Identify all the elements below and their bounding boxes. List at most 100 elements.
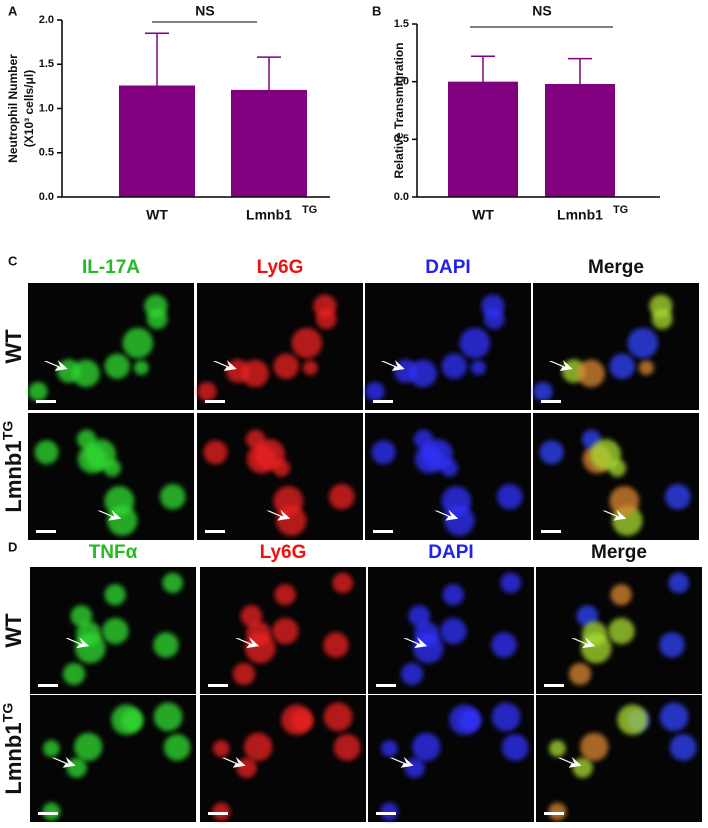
scale-bar: [541, 530, 561, 533]
scale-bar: [208, 812, 228, 815]
cell: [163, 734, 191, 761]
cell: [470, 360, 486, 376]
arrow: [266, 509, 291, 521]
arrow: [403, 637, 428, 649]
arrow: [65, 637, 90, 649]
cell: [412, 732, 441, 762]
x-tick-label: WT: [146, 207, 168, 223]
cell: [627, 327, 659, 359]
arrow: [43, 360, 68, 372]
scale-bar: [36, 400, 56, 403]
micrograph: [28, 283, 194, 410]
micrograph: [197, 413, 363, 540]
column-header: Merge: [591, 542, 647, 563]
y-tick-label: 0.5: [39, 147, 54, 159]
cell: [580, 732, 609, 762]
row-label-superscript: TG: [0, 703, 16, 723]
micrograph-bg: [28, 283, 194, 410]
cell: [409, 359, 437, 388]
arrow: [571, 637, 596, 649]
y-tick-label: 1.5: [39, 58, 54, 70]
y-tick-label: 0.5: [394, 133, 409, 145]
column-header: Ly6G: [257, 257, 304, 278]
cell: [496, 483, 523, 510]
cell: [273, 353, 299, 379]
cell: [649, 294, 673, 318]
cell: [203, 440, 228, 465]
column-header: TNFα: [89, 542, 138, 563]
arrow: [51, 756, 76, 768]
x-tick-label: Lmnb1: [246, 207, 292, 223]
micrograph: [30, 567, 196, 694]
cell: [414, 621, 440, 647]
micrograph: [536, 567, 702, 694]
cell: [122, 327, 154, 359]
cell: [42, 802, 61, 821]
cell: [74, 732, 103, 762]
cell: [668, 572, 689, 594]
arrow: [235, 637, 260, 649]
scale-bar: [541, 400, 561, 403]
micrograph-bg: [365, 283, 531, 410]
cell: [491, 632, 517, 658]
cell: [332, 572, 353, 594]
x-tick-label: WT: [472, 207, 494, 223]
cell: [481, 294, 505, 318]
cell: [440, 617, 467, 645]
cell: [212, 802, 231, 821]
cell: [34, 440, 59, 465]
cell: [291, 327, 323, 359]
arrow: [602, 509, 627, 521]
scale-bar: [376, 812, 396, 815]
cell: [246, 621, 272, 647]
cell: [212, 740, 230, 757]
cell: [609, 486, 640, 516]
cell: [28, 381, 48, 402]
cell: [144, 294, 168, 318]
x-tick-label: Lmnb1: [557, 207, 603, 223]
column-header: Ly6G: [260, 542, 307, 563]
cell: [669, 734, 697, 761]
cell: [459, 327, 491, 359]
cell: [501, 734, 529, 761]
scale-bar: [205, 530, 225, 533]
cell: [153, 702, 183, 732]
y-axis-label: (X10³ cells/μl): [22, 70, 36, 147]
cell: [62, 662, 86, 686]
row-label: WT: [1, 329, 26, 364]
y-tick-label: 2.0: [39, 14, 54, 26]
cell: [664, 483, 691, 510]
panel-label: B: [372, 3, 381, 18]
cell: [281, 704, 312, 736]
x-tick-superscript: TG: [613, 204, 628, 216]
panel-label: C: [8, 253, 18, 268]
scale-bar: [38, 684, 58, 687]
cell: [111, 704, 142, 736]
bar: [231, 89, 307, 197]
cell: [568, 662, 592, 686]
annotation: NS: [195, 3, 214, 19]
cell: [104, 486, 135, 516]
micrograph: [30, 695, 196, 822]
micrograph: [365, 413, 531, 540]
annotation: NS: [532, 3, 551, 19]
cell: [659, 632, 685, 658]
arrow: [557, 756, 582, 768]
cell: [76, 621, 102, 647]
cell: [441, 353, 467, 379]
cell: [328, 483, 355, 510]
cell: [133, 360, 149, 376]
cell: [533, 381, 553, 402]
column-header: Merge: [588, 257, 644, 278]
cell: [408, 605, 431, 627]
cell: [102, 617, 129, 645]
row-label: Lmnb1: [1, 722, 26, 794]
cell: [380, 802, 399, 821]
micrograph: [28, 413, 194, 540]
cell: [610, 584, 632, 606]
micrograph: [365, 283, 531, 410]
cell: [539, 440, 564, 465]
cell: [442, 584, 464, 606]
panel-label: A: [8, 3, 18, 18]
scale-bar: [373, 530, 393, 533]
